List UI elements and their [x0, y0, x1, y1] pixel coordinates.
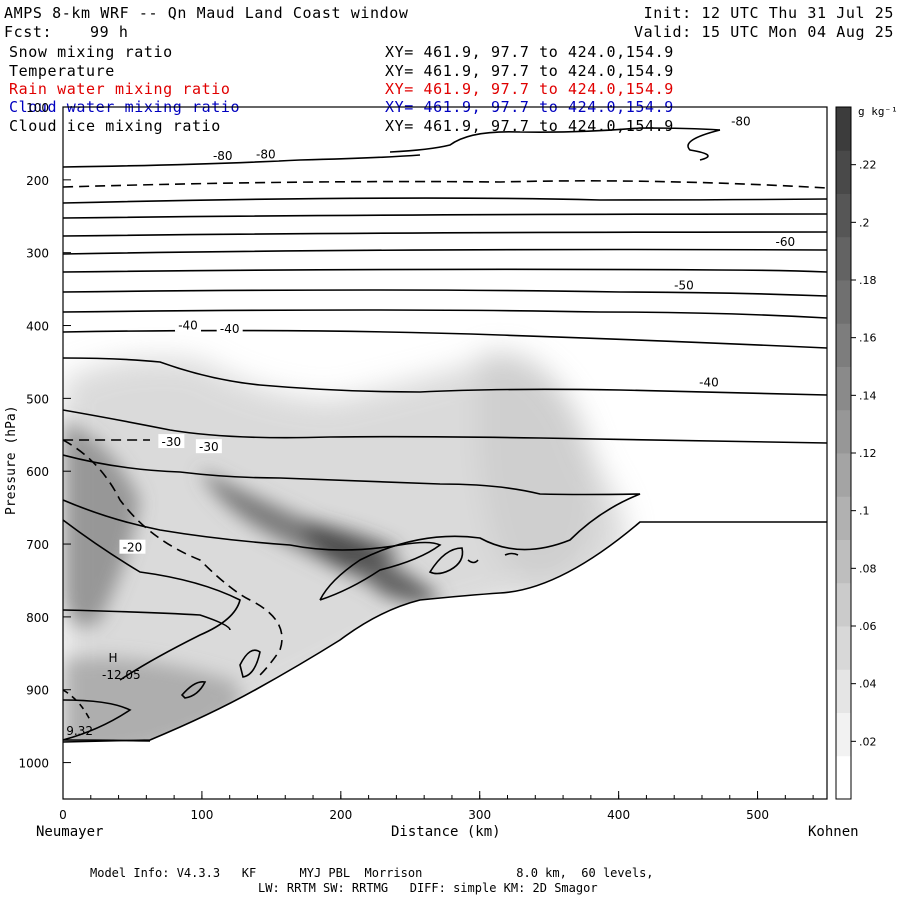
y-tick-label: 300	[26, 247, 49, 261]
colorbar-swatch	[836, 626, 851, 670]
x-axis-title: Distance (km)	[391, 824, 501, 840]
contour-label: -40	[220, 322, 240, 336]
extremum-label: H	[108, 651, 117, 665]
model-info-line1: Model Info: V4.3.3 KF MYJ PBL Morrison 8…	[90, 866, 654, 880]
contour-label-bg	[670, 277, 697, 292]
colorbar-tick-label: .06	[859, 620, 877, 633]
colorbar-swatch	[836, 453, 851, 497]
init-time: Init: 12 UTC Thu 31 Jul 25	[643, 4, 894, 22]
axes: 0 100 200 300 400 500 100 200 300 400 500 600 700 800…	[18, 101, 814, 822]
contour-label: -60	[776, 235, 796, 249]
x-left-location: Neumayer	[36, 824, 104, 840]
field-name-temperature: Temperature	[9, 62, 115, 80]
colorbar-swatch	[836, 366, 851, 411]
contour-label: -80	[256, 147, 276, 161]
x-tick-label: 500	[746, 808, 769, 822]
contour-label: -40	[178, 319, 198, 333]
contour-label-bg	[252, 146, 279, 161]
colorbar-swatch	[836, 236, 851, 281]
field-name-rain: Rain water mixing ratio	[9, 80, 231, 98]
contour-label: -30	[162, 435, 182, 449]
x-tick-label: 400	[607, 808, 630, 822]
page-title: AMPS 8-km WRF -- Qn Maud Land Coast wind…	[4, 4, 409, 22]
contour-label-bg	[695, 374, 722, 389]
y-tick-label: 700	[26, 538, 49, 552]
colorbar-tick-label: .22	[859, 159, 877, 172]
colorbar-tick-label: .18	[859, 274, 877, 287]
contour-label: -40	[699, 375, 719, 389]
contour-label: -80	[213, 149, 233, 163]
colorbar-swatch	[836, 409, 851, 454]
colorbar-swatch	[836, 323, 851, 367]
contour-label-bg	[195, 439, 222, 454]
contour-label-bg	[158, 434, 185, 449]
x-right-location: Kohnen	[808, 824, 859, 840]
colorbar-swatch	[836, 755, 851, 800]
contour-label-bg	[175, 317, 202, 332]
field-name-cloud-ice: Cloud ice mixing ratio	[9, 117, 221, 135]
model-info-line2: LW: RRTM SW: RRTMG DIFF: simple KM: 2D S…	[258, 881, 598, 895]
colorbar-swatch	[836, 496, 851, 540]
contour-labels: -80 -80 -80 -60 -50 -40 -40 -40 -30 -30 -20 H -12.05…	[66, 113, 799, 738]
colorbar-swatch	[836, 280, 851, 324]
contour-label: -80	[731, 115, 751, 129]
contour-label-bg	[119, 539, 146, 554]
contour-label-bg	[727, 113, 754, 128]
x-tick-label: 200	[329, 808, 352, 822]
colorbar-tick-label: .1	[859, 505, 870, 518]
field-xy-snow: XY= 461.9, 97.7 to 424.0,154.9	[385, 43, 674, 61]
colorbar-swatch	[836, 582, 851, 627]
colorbar-tick-label: .08	[859, 562, 877, 575]
colorbar-swatch	[836, 193, 851, 238]
contour-label-bg	[216, 321, 243, 336]
colorbar-unit: g kg⁻¹	[858, 105, 898, 118]
colorbar-swatch	[836, 150, 851, 194]
y-tick-label: 100	[26, 101, 49, 115]
colorbar-tick-label: .16	[859, 332, 877, 345]
colorbar-tick-label: .02	[859, 735, 877, 748]
field-name-snow: Snow mixing ratio	[9, 43, 173, 61]
y-tick-label: 900	[26, 684, 49, 698]
colorbar-tick-label: .12	[859, 447, 877, 460]
y-tick-label: 500	[26, 392, 49, 406]
terrain-line	[63, 521, 827, 743]
extremum-label: 9.32	[66, 724, 93, 738]
colorbar-tick-label: .04	[859, 678, 877, 691]
y-tick-label: 200	[26, 174, 49, 188]
colorbar-tick-label: .14	[859, 389, 877, 402]
y-tick-label: 1000	[18, 757, 49, 771]
field-xy-temperature: XY= 461.9, 97.7 to 424.0,154.9	[385, 62, 674, 80]
field-xy-rain: XY= 461.9, 97.7 to 424.0,154.9	[385, 80, 674, 98]
colorbar-swatch	[836, 712, 851, 757]
colorbar-frame	[835, 106, 852, 800]
colorbar-swatch	[836, 107, 851, 151]
temperature-contours	[63, 127, 827, 742]
y-tick-label: 800	[26, 611, 49, 625]
fcst-value: 99 h	[90, 23, 129, 41]
contour-label: -30	[199, 440, 219, 454]
x-tick-label: 0	[59, 808, 67, 822]
mixing-ratio-shading	[63, 352, 827, 799]
contour-label-bg	[772, 233, 799, 248]
x-tick-label: 100	[190, 808, 213, 822]
colorbar: .02 .04 .06 .08 .1 .12 .14 .16 .18 .2 .22	[836, 107, 877, 800]
colorbar-swatch	[836, 669, 851, 713]
field-xy-cloud-ice: XY= 461.9, 97.7 to 424.0,154.9	[385, 117, 674, 135]
contour-label-bg	[209, 147, 236, 162]
colorbar-swatch	[836, 539, 851, 584]
extremum-label: -12.05	[102, 668, 141, 682]
valid-time: Valid: 15 UTC Mon 04 Aug 25	[633, 23, 894, 41]
contour-label: -20	[123, 541, 143, 555]
y-tick-label: 400	[26, 320, 49, 334]
fcst-label: Fcst:	[4, 23, 53, 41]
y-axis-title: Pressure (hPa)	[4, 405, 19, 515]
x-tick-label: 300	[468, 808, 491, 822]
y-tick-label: 600	[26, 465, 49, 479]
colorbar-tick-label: .2	[859, 216, 870, 229]
plot-frame	[62, 106, 828, 800]
contour-label: -50	[674, 278, 694, 292]
